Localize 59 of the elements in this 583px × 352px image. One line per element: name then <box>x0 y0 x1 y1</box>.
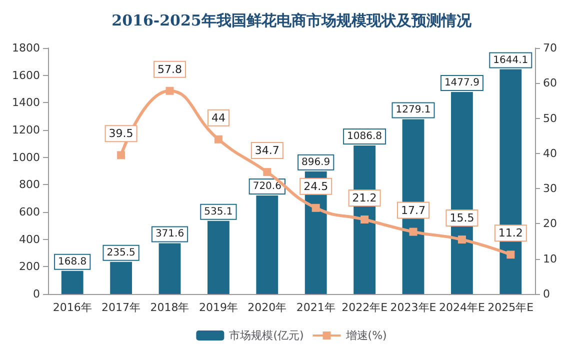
y-tick-label: 1200 <box>12 124 40 136</box>
data-label: 1086.8 <box>347 130 382 142</box>
y-tick-label: 200 <box>19 260 40 274</box>
data-label: 57.8 <box>158 62 182 76</box>
y-tick-label: 400 <box>19 232 40 246</box>
data-label: 11.2 <box>498 226 523 240</box>
y-tick-label: 1800 <box>12 42 40 54</box>
x-tick-label: 2016年 <box>52 301 92 314</box>
x-tick-label: 2017年 <box>102 301 141 314</box>
x-tick-label: 2023年E <box>390 301 436 314</box>
chart-title: 2016-2025年我国鲜花电商市场规模现状及预测情况 <box>112 12 472 30</box>
y-tick-label: 1600 <box>12 68 40 82</box>
y-tick-label: 1400 <box>12 96 40 110</box>
legend-label: 市场规模(亿元) <box>229 329 304 342</box>
data-label: 1279.1 <box>396 104 431 116</box>
y-tick-label: 600 <box>19 206 40 218</box>
data-label: 168.8 <box>58 256 87 268</box>
data-label: 15.5 <box>450 212 474 225</box>
point <box>360 215 369 224</box>
point <box>117 151 126 160</box>
y2-tick-label: 70 <box>543 42 557 54</box>
point <box>409 228 418 236</box>
data-label: 720.6 <box>252 181 282 192</box>
data-label: 17.7 <box>401 204 426 217</box>
data-label: 371.6 <box>155 228 184 240</box>
y2-tick-label: 10 <box>543 252 557 266</box>
y2-tick-label: 20 <box>543 217 557 230</box>
point <box>506 250 515 259</box>
data-label: 21.2 <box>352 191 377 204</box>
x-tick-label: 2019年 <box>198 301 238 314</box>
point <box>166 86 174 95</box>
y-tick-label: 0 <box>33 288 40 300</box>
point <box>312 204 320 212</box>
point <box>458 236 466 244</box>
x-tick-label: 2025年E <box>488 301 534 314</box>
y2-tick-label: 30 <box>543 182 557 196</box>
legend-label: 增速(%) <box>344 329 387 342</box>
y2-tick-label: 50 <box>543 112 557 125</box>
data-label: 535.1 <box>204 206 233 218</box>
y2-tick-label: 0 <box>543 288 550 300</box>
y-tick-label: 800 <box>19 178 40 192</box>
x-tick-label: 2021年 <box>296 301 336 314</box>
data-label: 39.5 <box>108 127 134 140</box>
data-label: 44 <box>211 111 226 124</box>
x-tick-label: 2018年 <box>150 301 190 314</box>
point <box>263 168 272 176</box>
data-label: 235.5 <box>106 247 136 258</box>
y2-tick-label: 40 <box>543 146 557 160</box>
data-label: 1644.1 <box>493 54 528 66</box>
data-label: 34.7 <box>254 144 280 158</box>
x-tick-label: 2024年E <box>438 301 485 314</box>
y2-tick-label: 60 <box>543 76 557 90</box>
y-tick-label: 1000 <box>12 150 40 164</box>
data-label: 1477.9 <box>444 78 480 89</box>
x-tick-label: 2022年E <box>342 301 388 314</box>
point <box>214 135 222 144</box>
x-tick-label: 2020年 <box>248 301 287 314</box>
data-label: 896.9 <box>302 156 330 168</box>
data-label: 24.5 <box>304 180 328 193</box>
